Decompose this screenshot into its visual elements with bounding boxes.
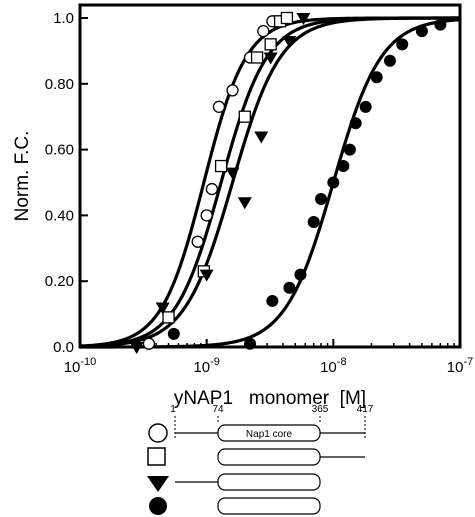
position-label-365: 365 <box>312 404 329 415</box>
legend-marker-filled-circle <box>149 497 167 515</box>
y-axis-title: Norm. F.C. <box>12 131 33 222</box>
point-filled-circle <box>266 294 279 307</box>
data-points <box>129 11 447 354</box>
point-open-circle <box>212 100 226 113</box>
y-tick-label-5: 1.0 <box>53 10 74 27</box>
point-filled-triangle <box>282 36 297 49</box>
point-filled-triangle <box>263 52 278 65</box>
point-filled-circle <box>337 160 350 173</box>
point-open-square <box>250 51 264 64</box>
point-filled-triangle <box>155 302 170 315</box>
point-filled-circle <box>167 327 180 340</box>
point-open-square <box>238 110 251 123</box>
point-filled-triangle <box>199 269 214 282</box>
point-filled-circle <box>315 192 328 205</box>
point-open-square <box>214 159 228 173</box>
fit-curve-filled-triangle <box>79 16 461 349</box>
position-label-1: 1 <box>170 404 176 415</box>
point-filled-circle <box>343 143 356 156</box>
position-label-74: 74 <box>212 404 224 415</box>
legend-marker-open-circle <box>148 423 168 443</box>
nap1-core-label: Nap1 core <box>246 429 293 440</box>
y-tick-label-2: 0.40 <box>45 207 74 224</box>
point-filled-triangle <box>254 131 269 144</box>
point-open-square <box>162 311 175 324</box>
x-tick-label-0: 10-10 <box>64 356 97 376</box>
point-open-circle <box>205 182 219 196</box>
fit-curve-filled-circle <box>80 18 461 349</box>
y-tick-label-1: 0.20 <box>45 273 74 290</box>
x-tick-label-3: 10-7 <box>447 356 473 376</box>
x-tick-label-2: 10-8 <box>320 356 346 376</box>
point-filled-circle <box>359 100 372 113</box>
point-filled-circle <box>307 215 320 228</box>
point-filled-circle <box>349 117 362 130</box>
point-open-square <box>280 11 294 25</box>
construct-legend: 1 74 365 417 Nap1 core <box>147 404 374 515</box>
point-open-circle <box>226 84 239 97</box>
x-tick-label-1: 10-9 <box>193 356 219 376</box>
fit-curves <box>79 16 461 349</box>
plot-frame <box>78 3 462 349</box>
point-filled-triangle <box>296 13 311 25</box>
x-axis: 10-10 10-9 10-8 10-7 <box>64 339 473 376</box>
y-tick-label-3: 0.60 <box>45 142 74 159</box>
point-filled-circle <box>370 71 383 84</box>
point-filled-circle <box>244 337 257 350</box>
point-filled-triangle <box>237 197 252 210</box>
legend-marker-filled-triangle <box>147 476 169 492</box>
point-filled-circle <box>327 176 340 189</box>
point-filled-circle <box>415 25 428 38</box>
point-filled-circle <box>383 54 396 67</box>
construct-2-core-box <box>217 448 321 466</box>
legend-marker-open-square <box>147 447 166 466</box>
point-open-circle <box>191 235 204 248</box>
construct-4-core-box <box>217 497 321 515</box>
point-filled-circle <box>434 18 447 31</box>
point-open-circle <box>257 25 270 38</box>
point-open-circle <box>200 209 213 222</box>
point-open-circle <box>142 337 156 350</box>
y-tick-label-0: 0.0 <box>53 339 74 356</box>
x-axis-title: yNAP1 monomer [M] <box>174 388 366 409</box>
construct-3-core-box <box>217 473 321 491</box>
position-label-417: 417 <box>357 404 374 415</box>
y-axis: 0.0 0.20 0.40 0.60 0.80 1.0 <box>45 10 88 356</box>
point-filled-circle <box>396 38 409 51</box>
point-filled-circle <box>283 281 296 294</box>
y-tick-label-4: 0.80 <box>45 76 74 93</box>
point-filled-triangle <box>225 167 240 180</box>
point-open-square <box>264 38 277 51</box>
point-filled-triangle <box>129 342 144 354</box>
point-filled-circle <box>294 268 307 281</box>
